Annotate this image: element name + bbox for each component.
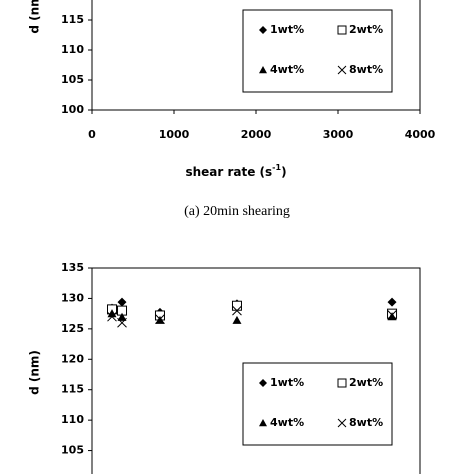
x-tick-label: 1000 — [159, 128, 190, 141]
marker-cross — [107, 311, 117, 322]
legend-label: 8wt% — [349, 63, 383, 76]
marker-cross — [337, 418, 347, 428]
marker-square — [231, 300, 242, 311]
x-tick-label: 2000 — [241, 128, 272, 141]
legend-label: 1wt% — [270, 23, 304, 36]
marker-cross — [337, 65, 347, 75]
x-axis-label-part: shear rate (s — [185, 165, 272, 179]
marker-diamond — [117, 297, 127, 307]
marker-triangle — [387, 312, 397, 321]
marker-diamond — [259, 26, 267, 34]
marker-cross — [387, 310, 397, 320]
legend-label: 8wt% — [349, 416, 383, 429]
y-tick-label: 125 — [61, 322, 84, 335]
y-axis-label: d (nm — [28, 0, 42, 34]
marker-triangle — [259, 419, 267, 427]
y-tick-label: 110 — [61, 413, 84, 426]
caption: (a) 20min shearing — [184, 204, 290, 219]
marker-cross — [117, 317, 127, 328]
legend-label: 2wt% — [349, 23, 383, 36]
y-tick-label: 100 — [61, 103, 84, 116]
x-tick-label: 0 — [88, 128, 96, 141]
y-tick-label: 135 — [61, 261, 84, 274]
y-tick-label: 130 — [61, 291, 84, 304]
x-axis-label-part: ) — [281, 165, 286, 179]
y-tick-label: 105 — [61, 73, 84, 86]
plot-frame — [91, 267, 421, 474]
y-axis-label: d (nm) — [28, 350, 42, 395]
marker-diamond — [259, 379, 267, 387]
marker-cross — [232, 305, 242, 316]
marker-diamond — [387, 297, 397, 307]
x-tick-label: 4000 — [405, 128, 436, 141]
y-tick-label: 115 — [61, 13, 84, 26]
legend-label: 4wt% — [270, 63, 304, 76]
x-tick-label: 3000 — [323, 128, 354, 141]
y-tick-label: 120 — [61, 352, 84, 365]
marker-cross — [155, 314, 165, 324]
y-tick-label: 115 — [61, 383, 84, 396]
marker-square — [337, 25, 347, 35]
marker-triangle — [232, 315, 242, 324]
y-tick-label: 110 — [61, 43, 84, 56]
marker-triangle — [107, 309, 117, 318]
legend-label: 1wt% — [270, 376, 304, 389]
legend-box — [242, 9, 393, 93]
x-axis-label: shear rate (s-1) — [185, 163, 286, 179]
legend-label: 4wt% — [270, 416, 304, 429]
legend-label: 2wt% — [349, 376, 383, 389]
x-axis-label-part: -1 — [272, 163, 281, 172]
y-tick-label: 105 — [61, 444, 84, 457]
marker-triangle — [259, 66, 267, 74]
legend-box — [242, 362, 393, 446]
marker-triangle — [117, 312, 127, 321]
marker-square — [337, 378, 347, 388]
